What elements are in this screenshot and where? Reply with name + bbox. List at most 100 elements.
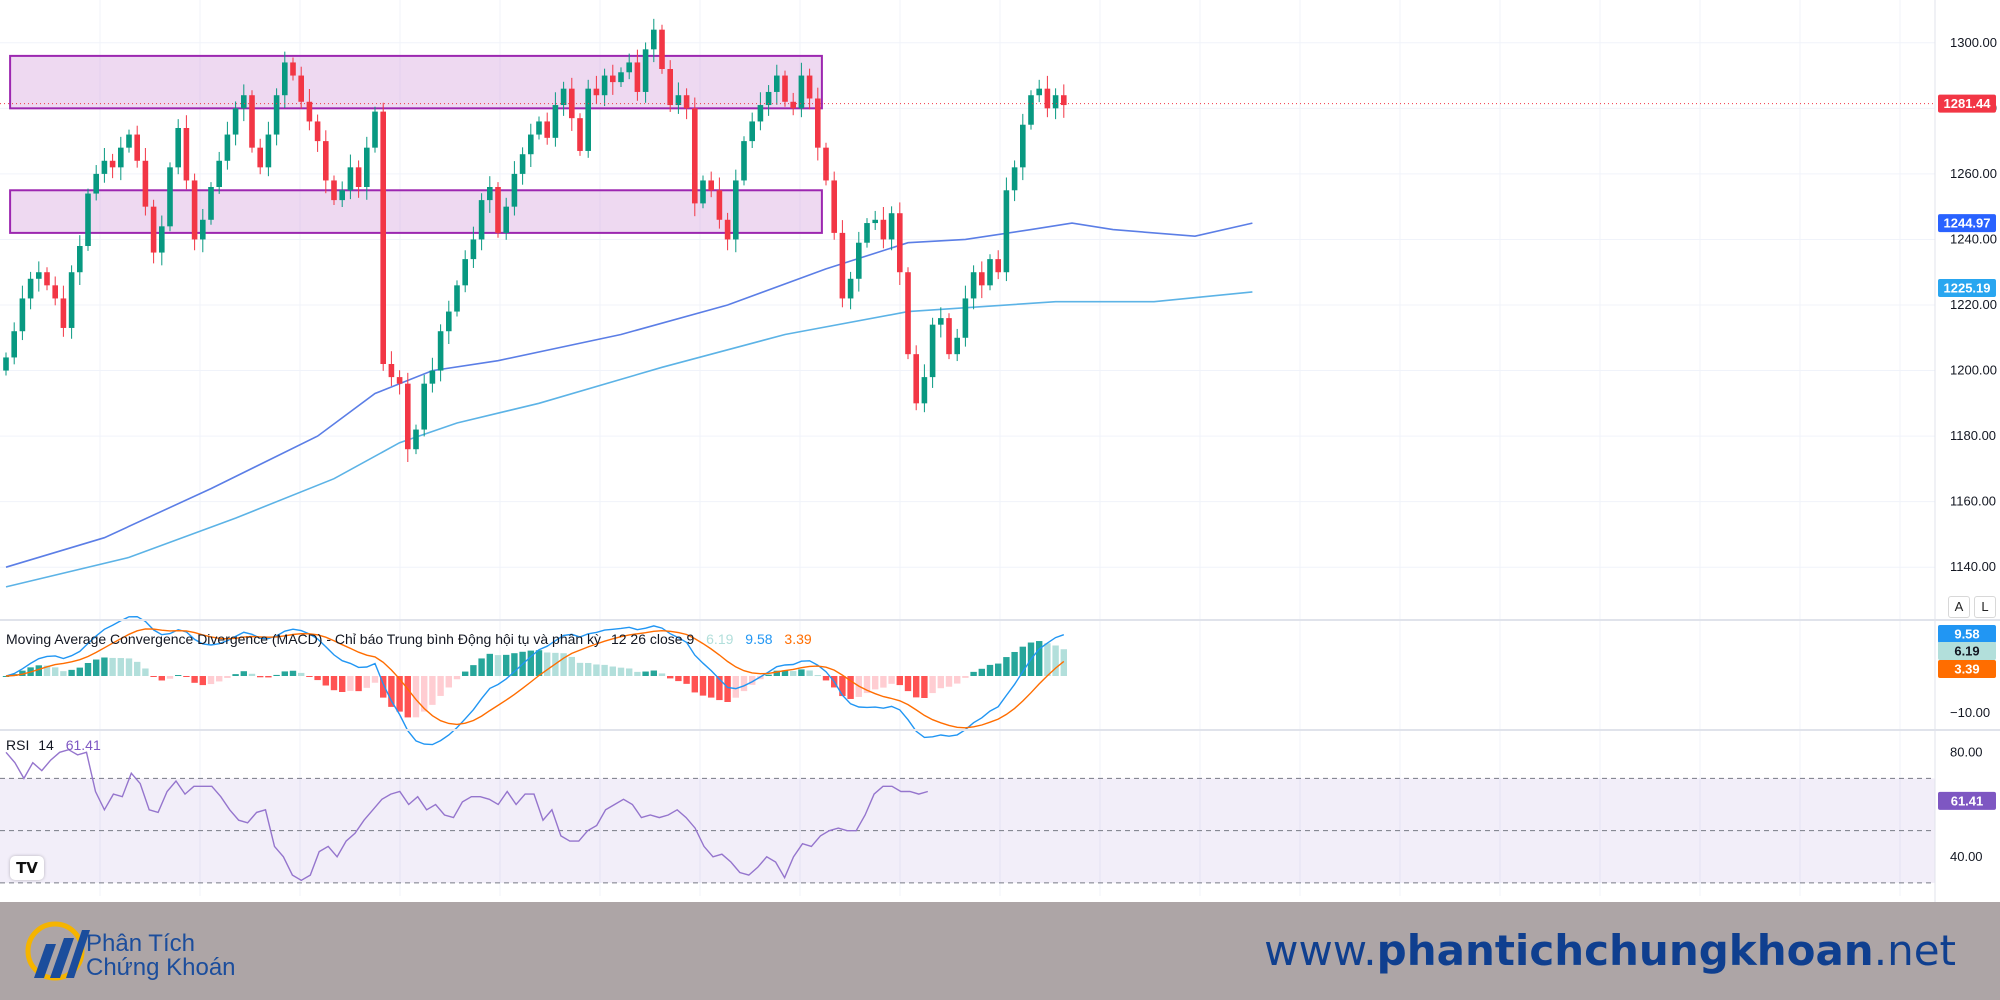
- macd-histogram-bar: [798, 669, 805, 676]
- candle-body: [306, 101, 313, 122]
- chart-canvas[interactable]: 1140.00 1160.00 1180.00 1200.00 1220.00 1240.…: [0, 0, 2000, 902]
- candle-body: [938, 318, 944, 325]
- macd-histogram-bar: [781, 670, 789, 676]
- candle-body: [224, 134, 231, 161]
- macd-histogram-bar: [224, 676, 231, 678]
- ma-line: [5, 222, 1253, 568]
- candle-body: [593, 88, 600, 96]
- macd-histogram-bar: [298, 672, 305, 676]
- tradingview-logo[interactable]: TV: [10, 856, 44, 880]
- candle-body: [298, 75, 304, 102]
- candle-body: [847, 278, 854, 299]
- macd-histogram-bar: [585, 662, 592, 676]
- macd-histogram-bar: [568, 656, 575, 676]
- macd-histogram-bar: [740, 676, 748, 692]
- macd-histogram-bar: [421, 676, 428, 712]
- candle-body: [790, 101, 796, 109]
- macd-histogram-bar: [150, 676, 157, 677]
- candle-body: [44, 272, 50, 286]
- macd-histogram-bar: [921, 676, 928, 698]
- price-axis[interactable]: 1140.00 1160.00 1180.00 1200.00 1220.00 1240.…: [1938, 35, 1997, 574]
- candle-body: [569, 88, 575, 119]
- macd-histogram-bar: [19, 670, 26, 676]
- macd-histogram-bar: [281, 671, 288, 676]
- macd-histogram-bar: [708, 676, 715, 698]
- rsi-value: 61.41: [66, 737, 101, 753]
- macd-histogram-bar: [314, 676, 321, 681]
- candle-body: [19, 298, 26, 332]
- macd-histogram-bar: [306, 676, 313, 677]
- candle-body: [3, 357, 9, 371]
- candle-body: [962, 298, 969, 338]
- macd-histogram-bar: [363, 676, 370, 688]
- y-tick-label: 1240.00: [1950, 231, 1997, 246]
- logo-icon: [25, 921, 90, 981]
- macd-histogram-bar: [962, 676, 969, 678]
- macd-histogram-bar: [216, 676, 223, 682]
- candle-body: [544, 121, 550, 138]
- macd-histogram-bar: [76, 667, 83, 676]
- price-label: 1244.97: [1944, 216, 1991, 231]
- candle-body: [232, 108, 239, 135]
- macd-histogram-bar: [1011, 651, 1018, 676]
- macd-histogram-bar: [199, 676, 206, 686]
- price-label-bg: [1938, 214, 1996, 233]
- macd-histogram-bar: [396, 676, 403, 712]
- candle-body: [77, 246, 83, 273]
- candle-body: [372, 111, 378, 148]
- macd-histogram-bar: [437, 676, 444, 696]
- macd-histogram-bar: [84, 662, 92, 676]
- macd-histogram-bar: [43, 665, 51, 676]
- macd-signal-value: 3.39: [784, 631, 811, 647]
- macd-histogram-bar: [765, 674, 772, 676]
- candle-body: [446, 311, 452, 332]
- rsi-line: [5, 748, 928, 882]
- candle-body: [831, 180, 837, 233]
- candle-body: [150, 206, 157, 253]
- macd-histogram-bar: [347, 676, 354, 691]
- macd-histogram-bar: [626, 668, 633, 676]
- macd-histogram-bar: [945, 676, 953, 687]
- logo-line-2: Chứng Khoán: [86, 954, 236, 981]
- candle-body: [331, 180, 337, 201]
- macd-histogram-bar: [716, 676, 723, 701]
- macd-histogram-bar: [1019, 646, 1026, 676]
- website-suffix: .net: [1873, 926, 1956, 975]
- candle-body: [421, 383, 427, 430]
- macd-histogram-bar: [806, 670, 813, 676]
- macd-histogram-bar: [207, 676, 215, 685]
- macd-histogram-bar: [511, 653, 518, 676]
- macd-histogram-bar: [593, 664, 600, 676]
- macd-histogram-bar: [494, 655, 502, 676]
- log-scale-button[interactable]: L: [1974, 596, 1996, 618]
- candle-body: [175, 128, 181, 168]
- auto-scale-button[interactable]: A: [1948, 596, 1970, 618]
- candle-body: [741, 141, 747, 181]
- candle-body: [68, 272, 75, 328]
- candle-body: [429, 370, 436, 384]
- candle-body: [774, 75, 780, 92]
- price-label-bg: [1938, 278, 1996, 297]
- candle-body: [864, 223, 870, 243]
- candle-body: [806, 75, 813, 99]
- macd-histogram-bar: [142, 668, 149, 676]
- macd-histogram-bar: [667, 676, 674, 679]
- candle-body: [200, 219, 206, 240]
- candle-body: [364, 147, 370, 187]
- macd-histogram-bar: [257, 676, 264, 678]
- macd-histogram-bar: [634, 671, 641, 676]
- candle-body: [478, 200, 485, 240]
- macd-histogram-bar: [445, 676, 452, 688]
- macd-histogram-bar: [904, 676, 912, 692]
- macd-histogram-bar: [462, 671, 469, 676]
- candle-body: [921, 377, 928, 404]
- candle-body: [897, 213, 903, 273]
- y-tick-label: 1220.00: [1950, 297, 1997, 312]
- candle-body: [634, 62, 641, 92]
- candle-body: [888, 213, 895, 240]
- website-url[interactable]: www.phantichchungkhoan.net: [1264, 926, 1956, 976]
- candle-body: [724, 219, 731, 240]
- macd-histogram-bar: [650, 670, 657, 676]
- macd-histogram-bar: [937, 676, 944, 689]
- rsi-period: 14: [38, 737, 54, 753]
